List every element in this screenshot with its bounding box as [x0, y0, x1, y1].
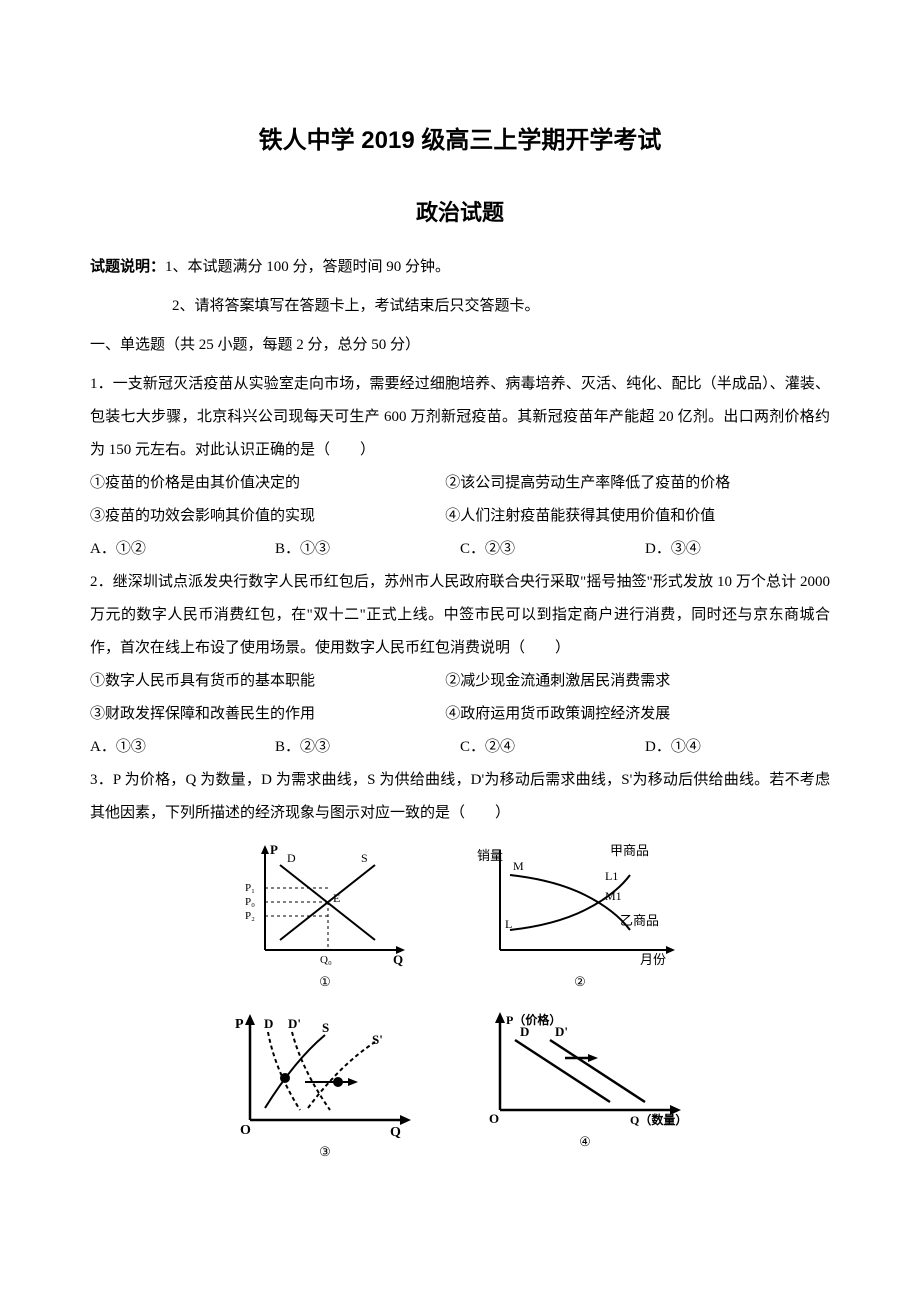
q2-options: A．①③ B．②③ C．②④ D．①④	[90, 731, 830, 764]
q2-statements-row-1: ①数字人民币具有货币的基本职能 ②减少现金流通刺激居民消费需求	[90, 665, 830, 698]
chart1-label-p0: P₀	[245, 896, 255, 908]
chart3-label-dp: D'	[288, 1016, 301, 1031]
diagram-2: 销量 月份 M 甲商品 L1 M1 L 乙商品 ②	[475, 840, 685, 990]
q2-statements-row-2: ③财政发挥保障和改善民生的作用 ④政府运用货币政策调控经济发展	[90, 698, 830, 731]
q3-diagrams: P Q D S E P₁ P₀ P₂ Q₀ ① 销量 月份 M 甲商品	[90, 840, 830, 1160]
q2-statement-4: ④政府运用货币政策调控经济发展	[445, 698, 830, 731]
q1-statement-3: ③疫苗的功效会影响其价值的实现	[90, 500, 445, 533]
q1-statement-2: ②该公司提高劳动生产率降低了疫苗的价格	[445, 467, 830, 500]
section-heading: 一、单选题（共 25 小题，每题 2 分，总分 50 分）	[90, 329, 830, 362]
q2-statement-1: ①数字人民币具有货币的基本职能	[90, 665, 445, 698]
q2-statement-3: ③财政发挥保障和改善民生的作用	[90, 698, 445, 731]
diagram-4-label: ④	[579, 1134, 591, 1150]
q1-statements-row-2: ③疫苗的功效会影响其价值的实现 ④人们注射疫苗能获得其使用价值和价值	[90, 500, 830, 533]
diagram-3-label: ③	[319, 1144, 331, 1160]
chart1-label-e: E	[333, 891, 340, 905]
chart3-label-sp: S'	[372, 1032, 383, 1047]
chart4-axis-y: P（价格）	[506, 1012, 561, 1027]
chart2-label-l: L	[505, 917, 512, 931]
chart1-label-d: D	[287, 851, 296, 865]
chart2-axis-x: 月份	[640, 952, 666, 967]
chart1-label-q0: Q₀	[320, 954, 332, 966]
q2-text: 2．继深圳试点派发央行数字人民币红包后，苏州市人民政府联合央行采取"摇号抽签"形…	[90, 566, 830, 665]
chart2-label-l1: L1	[605, 869, 618, 883]
q1-option-b: B．①③	[275, 533, 460, 566]
exam-subtitle: 政治试题	[90, 195, 830, 227]
q1-statement-4: ④人们注射疫苗能获得其使用价值和价值	[445, 500, 830, 533]
diagram-2-label: ②	[574, 974, 586, 990]
chart1-label-p1: P₁	[245, 882, 255, 894]
q1-option-a: A．①②	[90, 533, 275, 566]
q1-options: A．①② B．①③ C．②③ D．③④	[90, 533, 830, 566]
q1-text: 1．一支新冠灭活疫苗从实验室走向市场，需要经过细胞培养、病毒培养、灭活、纯化、配…	[90, 368, 830, 467]
chart1-label-p2: P₂	[245, 910, 255, 922]
svg-text:O: O	[240, 1123, 251, 1138]
q1-option-c: C．②③	[460, 533, 645, 566]
chart2-label-jia: 甲商品	[610, 843, 649, 858]
q2-statement-2: ②减少现金流通刺激居民消费需求	[445, 665, 830, 698]
q1-statement-1: ①疫苗的价格是由其价值决定的	[90, 467, 445, 500]
diagram-1: P Q D S E P₁ P₀ P₂ Q₀ ①	[235, 840, 415, 990]
chart4-label-dp: D'	[555, 1024, 568, 1039]
diagram-3: P O Q D D' S S' ③	[230, 1010, 420, 1160]
svg-text:O: O	[489, 1111, 499, 1126]
q3-text: 3．P 为价格，Q 为数量，D 为需求曲线，S 为供给曲线，D'为移动后需求曲线…	[90, 764, 830, 830]
chart3-label-d: D	[264, 1016, 273, 1031]
diagram-1-label: ①	[319, 974, 331, 990]
chart3-label-s: S	[322, 1020, 329, 1035]
q2-option-c: C．②④	[460, 731, 645, 764]
q1-statements-row-1: ①疫苗的价格是由其价值决定的 ②该公司提高劳动生产率降低了疫苗的价格	[90, 467, 830, 500]
chart-4-svg: P（价格） O Q（数量） D D'	[480, 1010, 690, 1130]
instructions-line-2: 2、请将答案填写在答题卡上，考试结束后只交答题卡。	[90, 290, 830, 323]
instructions-line-1: 试题说明：1、本试题满分 100 分，答题时间 90 分钟。	[90, 251, 830, 284]
q2-option-b: B．②③	[275, 731, 460, 764]
chart4-label-d: D	[520, 1024, 529, 1039]
diagram-4: P（价格） O Q（数量） D D' ④	[480, 1010, 690, 1160]
instructions-label: 试题说明：	[90, 259, 165, 275]
exam-title: 铁人中学 2019 级高三上学期开学考试	[90, 120, 830, 155]
chart1-label-s: S	[361, 851, 368, 865]
chart3-axis-y: P	[235, 1017, 244, 1032]
chart1-axis-x: Q	[393, 952, 403, 967]
q2-option-a: A．①③	[90, 731, 275, 764]
chart-2-svg: 销量 月份 M 甲商品 L1 M1 L 乙商品	[475, 840, 685, 970]
chart3-axis-x: Q	[390, 1125, 401, 1140]
q2-option-d: D．①④	[645, 731, 830, 764]
chart4-axis-x: Q（数量）	[630, 1112, 687, 1127]
chart-3-svg: P O Q D D' S S'	[230, 1010, 420, 1140]
chart2-axis-y: 销量	[477, 848, 503, 863]
chart-1-svg: P Q D S E P₁ P₀ P₂ Q₀	[235, 840, 415, 970]
chart1-axis-y: P	[270, 842, 278, 857]
instruction-1-text: 1、本试题满分 100 分，答题时间 90 分钟。	[165, 259, 450, 275]
chart2-label-m: M	[513, 859, 524, 873]
q1-option-d: D．③④	[645, 533, 830, 566]
chart2-label-yi: 乙商品	[620, 913, 659, 928]
